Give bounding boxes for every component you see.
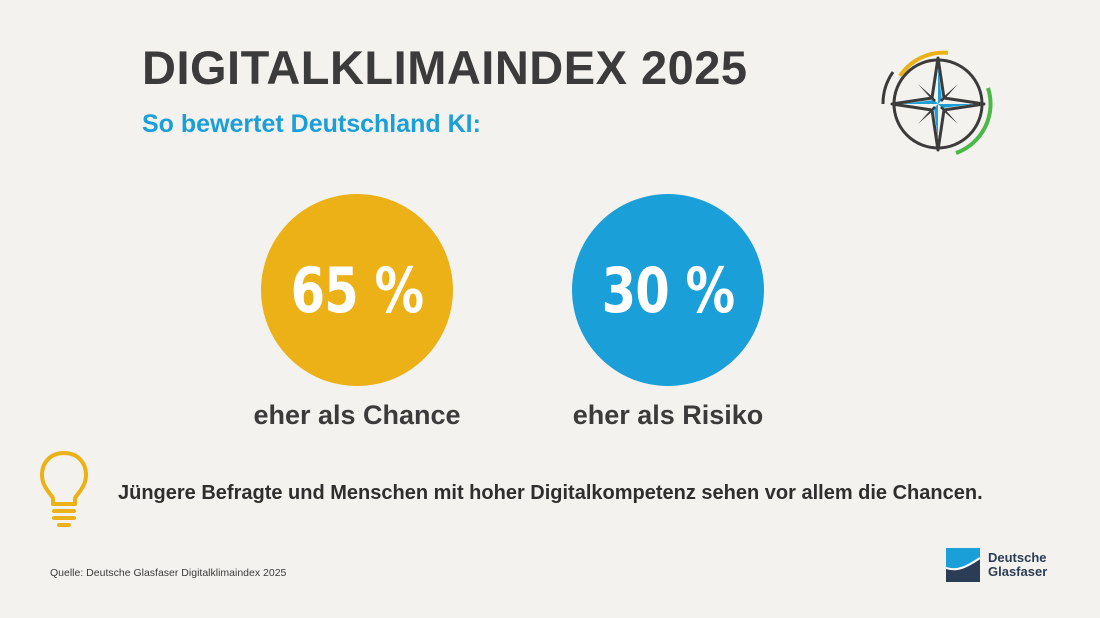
chance-value: 65 % [290,253,425,327]
page-subtitle: So bewertet Deutschland KI: [142,110,481,138]
brand-logo: Deutsche Glasfaser [946,548,1047,582]
page-title: DIGITALKLIMAINDEX 2025 [142,41,748,94]
source-caption: Quelle: Deutsche Glasfaser Digitalklimai… [50,567,287,579]
stat-chance: 65 % eher als Chance [207,194,507,431]
logo-line2: Glasfaser [988,564,1048,579]
insight-note: Jüngere Befragte und Menschen mit hoher … [118,482,983,504]
chance-label: eher als Chance [253,400,461,430]
risiko-label: eher als Risiko [572,400,764,430]
risiko-circle: 30 % [572,194,764,386]
logo-line1: Deutsche [988,550,1047,565]
chance-circle: 65 % [261,194,453,386]
logo-wordmark: Deutsche Glasfaser [988,551,1047,579]
lightbulb-icon [40,451,88,527]
stat-risiko: 30 % eher als Risiko [518,194,818,431]
compass-icon [881,50,993,155]
risiko-value: 30 % [601,253,736,327]
logo-mark-icon [946,548,980,582]
